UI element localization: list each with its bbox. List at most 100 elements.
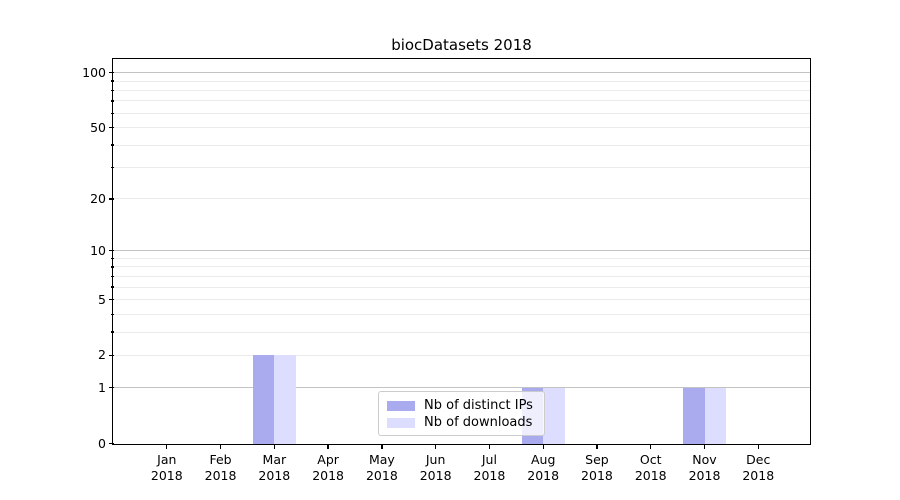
y-minor-tick-70 [110, 100, 114, 102]
x-tick-oct [650, 444, 652, 449]
y-tick-label-50: 50 [90, 119, 106, 135]
gridline-minor-50 [113, 127, 810, 129]
x-tick-year: 2018 [204, 468, 237, 483]
y-minor-tick-80 [110, 89, 114, 92]
x-tick-label-may: May 2018 [366, 452, 398, 485]
bar-nb-of-distinct-ips-nov [683, 387, 705, 444]
gridline-minor-40 [113, 144, 810, 146]
x-tick-label-nov: Nov 2018 [689, 452, 721, 485]
x-tick-label-jan: Jan 2018 [151, 452, 183, 485]
x-tick-month: Feb [209, 451, 232, 467]
x-tick-sep [596, 444, 598, 449]
x-tick-month: Apr [317, 451, 339, 467]
x-tick-month: Jan [157, 451, 177, 467]
y-minor-tick-4 [110, 313, 114, 315]
gridline-major-10 [113, 250, 810, 252]
y-minor-tick-2 [110, 354, 114, 356]
x-tick-label-jun: Jun 2018 [420, 452, 452, 485]
gridline-minor-7 [113, 275, 810, 277]
y-minor-tick-6 [110, 286, 114, 288]
x-tick-month: Dec [746, 451, 771, 467]
y-minor-tick-50 [110, 126, 114, 129]
gridline-minor-3 [113, 331, 810, 333]
x-tick-label-feb: Feb 2018 [205, 452, 237, 485]
x-tick-month: Jun [425, 451, 446, 467]
legend-label-nb-of-downloads: Nb of downloads [424, 414, 533, 430]
x-tick-year: 2018 [634, 468, 667, 483]
y-tick-0 [108, 442, 114, 445]
gridline-minor-2 [113, 354, 810, 356]
gridline-minor-9 [113, 257, 810, 259]
x-tick-year: 2018 [527, 468, 560, 483]
x-tick-year: 2018 [742, 468, 775, 483]
y-tick-label-10: 10 [90, 242, 106, 258]
x-tick-year: 2018 [473, 468, 506, 483]
y-minor-tick-20 [110, 198, 114, 200]
gridline-major-1 [113, 387, 810, 389]
legend-item-nb-of-downloads: Nb of downloads [387, 414, 536, 431]
gridline-minor-70 [113, 100, 810, 102]
y-minor-tick-90 [110, 80, 114, 82]
x-tick-year: 2018 [419, 468, 452, 483]
x-tick-jul [488, 444, 491, 449]
y-tick-100 [108, 72, 114, 74]
x-tick-month: Aug [530, 451, 556, 467]
x-tick-month: May [368, 451, 395, 467]
x-tick-aug [542, 444, 544, 449]
x-tick-label-sep: Sep 2018 [581, 452, 613, 485]
gridline-minor-20 [113, 198, 810, 200]
x-tick-month: Sep [585, 451, 609, 467]
bar-nb-of-distinct-ips-mar [252, 355, 275, 444]
legend-label-nb-of-distinct-ips: Nb of distinct IPs [424, 397, 533, 413]
x-tick-month: Oct [639, 451, 662, 467]
gridline-minor-30 [113, 167, 810, 169]
gridline-minor-5 [113, 299, 810, 301]
y-tick-10 [108, 250, 114, 252]
x-tick-month: Jul [481, 451, 497, 467]
x-tick-jun [435, 444, 437, 449]
y-tick-label-20: 20 [90, 190, 106, 206]
y-minor-tick-7 [110, 275, 114, 278]
x-tick-month: Nov [692, 451, 717, 467]
legend-swatch-nb-of-distinct-ips [387, 400, 415, 411]
x-tick-mar [273, 444, 275, 449]
chart-title: biocDatasets 2018 [391, 36, 532, 54]
y-tick-label-5: 5 [98, 291, 106, 307]
gridline-major-100 [113, 72, 810, 74]
gridline-minor-8 [113, 266, 810, 268]
x-tick-apr [327, 444, 329, 449]
x-tick-year: 2018 [365, 468, 398, 483]
x-tick-label-oct: Oct 2018 [635, 452, 667, 485]
legend: Nb of distinct IPs Nb of downloads [378, 391, 545, 436]
gridline-minor-80 [113, 89, 810, 91]
y-minor-tick-5 [110, 298, 114, 301]
y-tick-1 [108, 387, 114, 389]
x-tick-label-apr: Apr 2018 [312, 452, 344, 485]
y-minor-tick-3 [110, 331, 114, 333]
x-tick-label-aug: Aug 2018 [527, 452, 559, 485]
x-tick-month: Mar [262, 451, 287, 467]
x-tick-year: 2018 [258, 468, 291, 483]
x-tick-label-mar: Mar 2018 [258, 452, 290, 485]
y-minor-tick-40 [110, 144, 114, 146]
x-tick-year: 2018 [312, 468, 345, 483]
y-minor-tick-60 [110, 112, 114, 114]
bar-nb-of-downloads-nov [704, 387, 726, 444]
y-tick-label-100: 100 [82, 64, 106, 80]
bar-nb-of-downloads-aug [543, 387, 565, 444]
y-minor-tick-9 [110, 257, 114, 260]
x-tick-year: 2018 [150, 468, 183, 483]
x-tick-label-jul: Jul 2018 [474, 452, 506, 485]
x-tick-year: 2018 [581, 468, 613, 483]
y-tick-label-0: 0 [98, 435, 106, 451]
x-tick-year: 2018 [688, 468, 721, 483]
bar-nb-of-downloads-mar [274, 355, 296, 444]
gridline-minor-90 [113, 80, 810, 82]
legend-item-nb-of-distinct-ips: Nb of distinct IPs [387, 397, 536, 414]
x-tick-dec [757, 444, 759, 449]
x-tick-feb [219, 444, 222, 449]
x-tick-may [381, 444, 383, 449]
gridline-minor-4 [113, 313, 810, 315]
gridline-minor-6 [113, 286, 810, 288]
